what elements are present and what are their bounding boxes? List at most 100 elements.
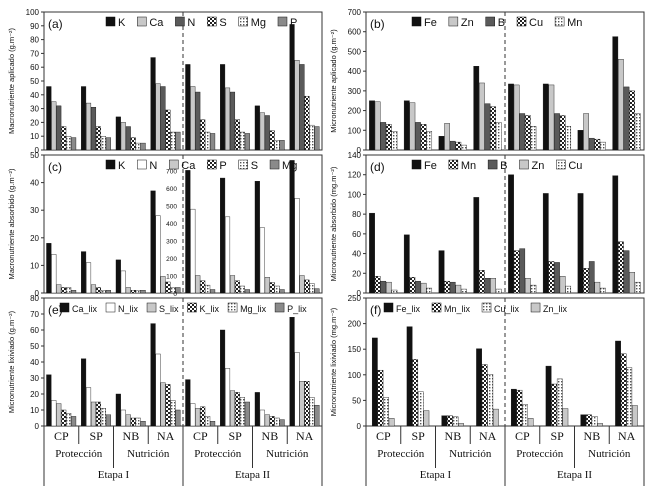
bar-S_lix [160,382,166,427]
y-tick-label: 0 [35,146,40,155]
bar-P [140,142,146,151]
legend-swatch-Mg_lix [227,302,238,313]
bar-P [71,137,77,151]
legend-swatch-Zn [448,16,459,27]
bar-Fe_lix [476,348,482,427]
bar-Cu [634,281,641,294]
legend-label-Mn: Mn [567,17,582,29]
legend-label-Ca: Ca [181,160,196,172]
bar-Mg [140,290,146,294]
y-tick-label: 40 [30,358,39,367]
legend-swatch-Fe [411,159,422,170]
bar-Mn [634,113,641,151]
bar-Ca [120,122,126,151]
y-tick-label: 120 [348,171,362,180]
bar-P [165,281,171,294]
bar-S [304,95,310,151]
stage-label: Etapa II [557,469,592,481]
bar-P [105,137,111,151]
bar-Fe_lix [441,415,448,427]
y-tick-label: 20 [30,234,39,243]
bar-N_lix [155,353,161,427]
bar-B [623,86,630,151]
y-tick-label: 70 [30,310,39,319]
bar-Cu [559,115,566,151]
y-tick-label: 100 [348,190,362,199]
bar-Fe [508,83,514,151]
legend-swatch-B [485,16,495,27]
y-tick-label: 60 [30,326,39,335]
bar-Cu [524,115,531,151]
bar-P_lix [175,409,181,427]
bar-Zn_lix [388,418,395,427]
legend-label-Mg: Mg [282,160,297,172]
x-tick-label: SP [411,429,425,443]
bar-Ca [155,83,161,151]
bar-P_lix [140,421,146,427]
bar-Mn_lix [551,383,558,427]
bar-S_lix [90,401,97,427]
bar-Mg [135,142,141,151]
x-tick-label: CP [376,429,391,443]
legend-swatch-K_lix [187,302,197,313]
bar-S [309,283,315,294]
legend-label-S_lix: S_lix [159,304,179,314]
y-tick-label: 50 [30,342,39,351]
bar-K [115,116,121,151]
bar-Zn [385,281,392,294]
stage-label: Etapa II [235,469,270,481]
legend-label-B: B [498,17,505,29]
bar-B [519,248,526,294]
secondary-y-tick-label: 700 [166,169,177,176]
bar-Fe [612,175,619,294]
bar-Zn_lix [423,410,430,427]
bar-Cu_lix [556,378,563,427]
legend-swatch-Cu [556,159,566,170]
legend-swatch-Fe [411,16,422,27]
legend-label-K_lix: K_lix [200,304,220,314]
legend-label-N: N [149,160,157,172]
legend-swatch-P_lix [274,302,285,313]
chart-panel-e: 0 10 20 30 40 50 60 70 80 Micronutriente lixiviad… [7,294,323,431]
y-tick-label: 30 [30,374,39,383]
chart-panel-b: 0 100 200 300 400 500 600 700 Micronutriente apl… [329,8,645,155]
group-label: Protección [194,448,242,460]
panel-label: (b) [370,17,385,31]
legend-label-Zn: Zn [531,160,544,172]
bar-K [115,259,121,294]
bar-P [175,131,181,151]
y-tick-label: 90 [30,22,39,31]
group-label: Nutrición [266,448,309,460]
bar-Mg [279,289,285,294]
legend-swatch-Mg [238,16,248,27]
bar-N_lix [190,403,196,427]
bar-Fe [508,174,514,294]
bar-N [155,215,161,294]
bar-N_lix [86,387,92,427]
bar-N [190,208,196,294]
bar-Mg [170,131,176,151]
bar-N [125,126,131,151]
bar-N_lix [225,368,231,427]
bar-Cu_lix [417,391,424,427]
bar-S [61,126,67,151]
legend-swatch-Cu [516,16,527,27]
bar-Zn [513,84,520,151]
y-tick-label: 200 [348,107,362,116]
bar-K [81,86,87,151]
x-tick-label: CP [54,429,69,443]
bar-Cu [455,141,462,151]
legend-swatch-Ca [169,159,179,170]
bar-S_lix [125,414,131,427]
y-tick-label: 30 [30,206,39,215]
bar-S [165,109,171,151]
x-tick-label: NA [296,429,314,443]
x-tick-label: NB [584,429,601,443]
bar-S [274,285,280,294]
bar-K_lix [234,392,240,427]
bar-Mn [426,131,433,151]
group-label: Protección [55,448,103,460]
bar-K [254,180,260,294]
bar-S [200,119,206,151]
bar-Zn [629,272,635,294]
